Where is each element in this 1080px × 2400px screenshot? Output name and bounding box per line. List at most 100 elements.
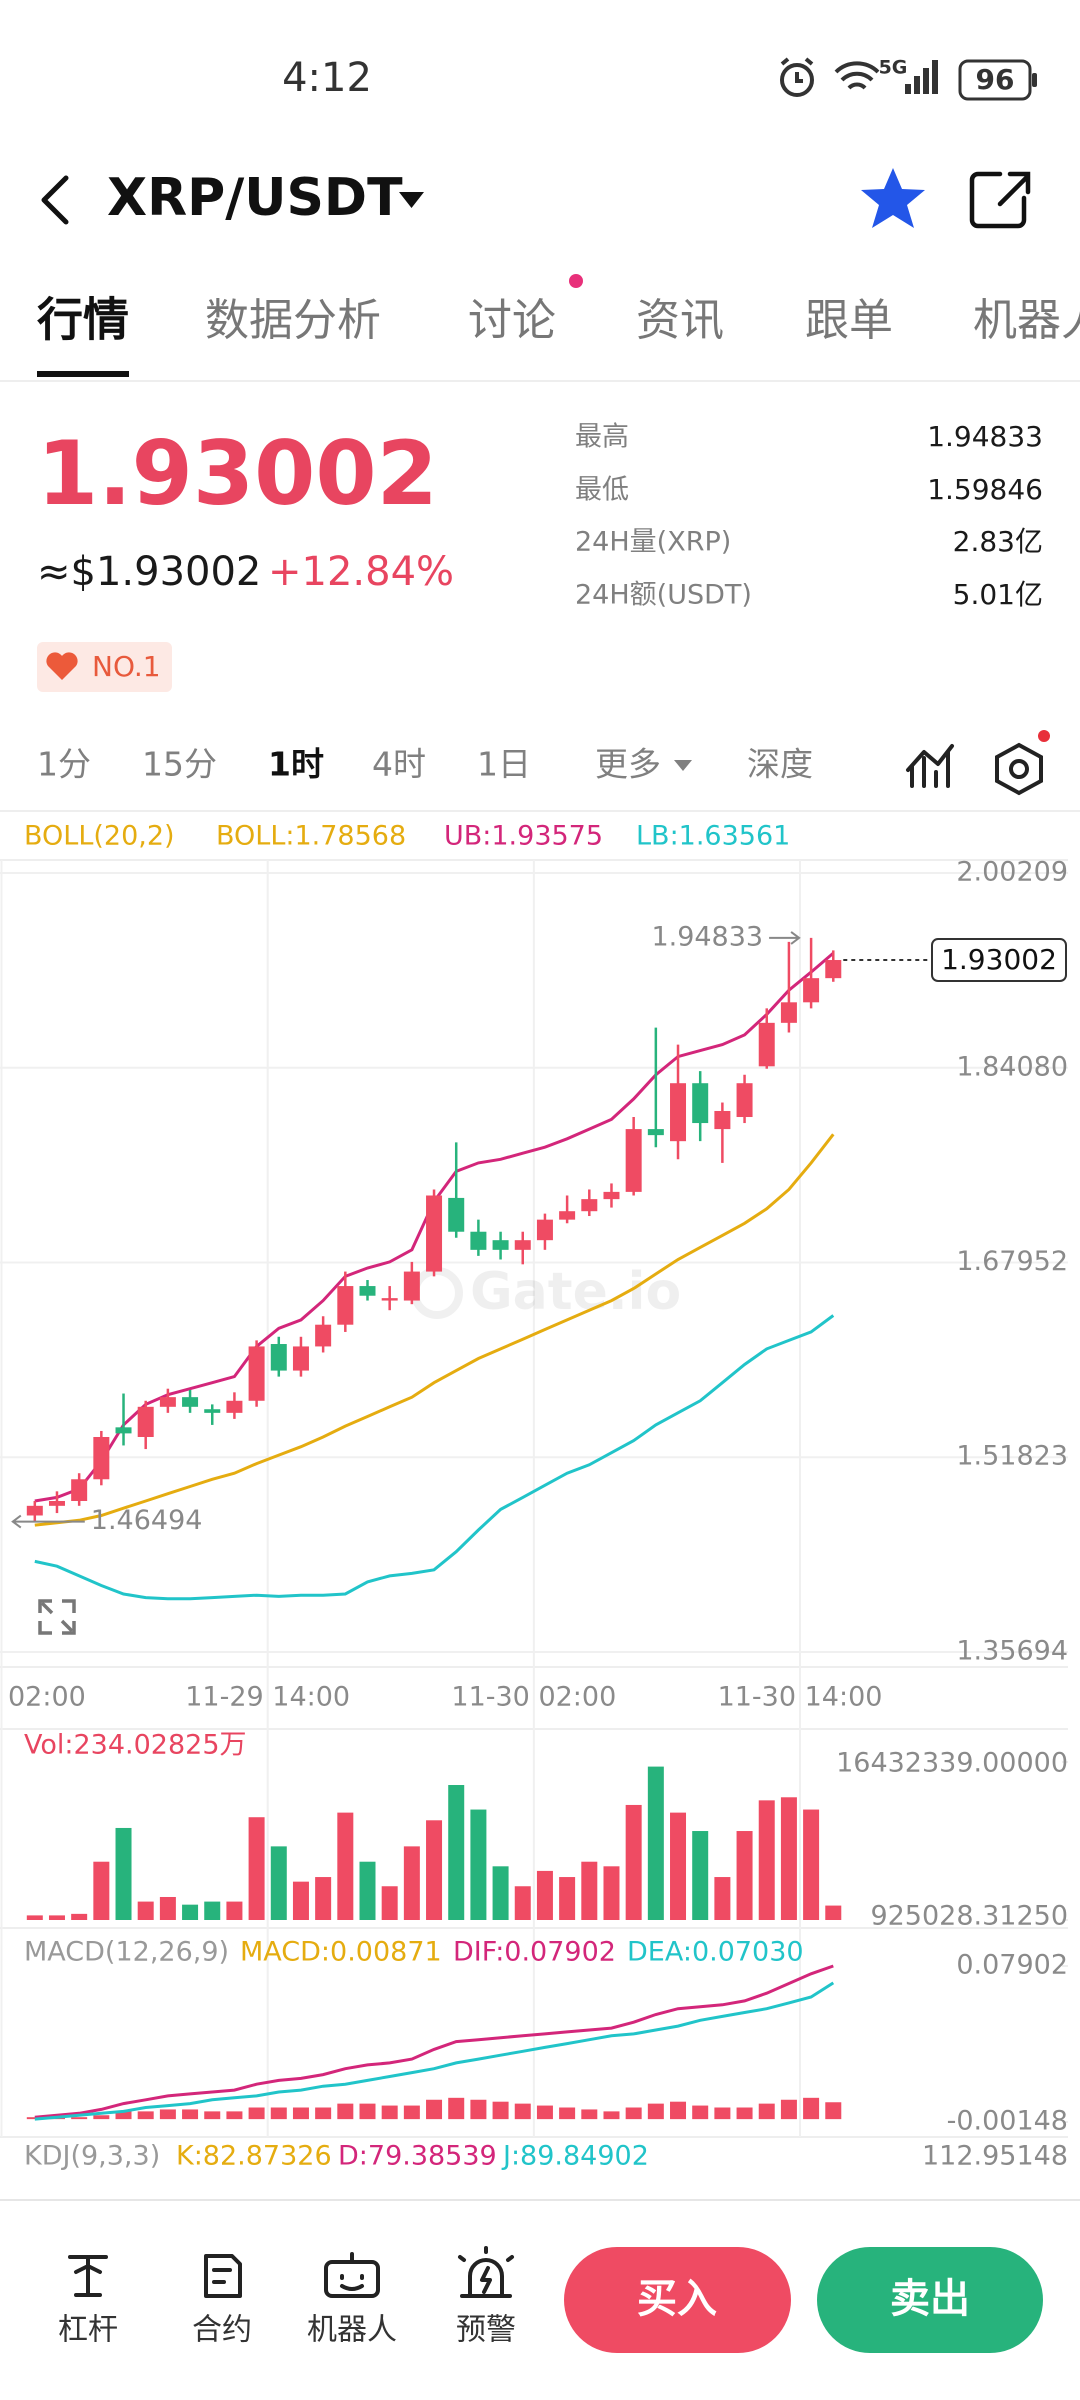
rank-label: NO.1 (92, 650, 161, 683)
price-change: +12.84% (268, 549, 454, 595)
volume-bar (647, 1766, 664, 1920)
stat-value: 1.59846 (927, 473, 1043, 506)
settings-badge (1038, 730, 1050, 742)
sell-label[interactable]: 卖出 (890, 2276, 970, 2322)
candle-body (182, 1397, 199, 1407)
volume-bar (48, 1915, 65, 1920)
candle-body (403, 1271, 420, 1301)
buy-label[interactable]: 买入 (637, 2276, 717, 2322)
battery-level: 96 (976, 63, 1015, 96)
macd-bar (780, 2099, 797, 2120)
pair-dropdown[interactable] (399, 192, 424, 208)
tab-active[interactable]: 行情 (37, 293, 129, 347)
legend-entry: MACD:0.00871 (240, 1937, 442, 1968)
tab[interactable]: 资讯 (636, 295, 724, 346)
tab[interactable]: 讨论 (468, 295, 556, 346)
macd-bar (670, 2101, 687, 2120)
macd-bar (359, 2103, 376, 2120)
candle-body (803, 978, 820, 1003)
macd-bar (559, 2107, 576, 2120)
macd-bar (803, 2097, 820, 2120)
candle-body (825, 960, 842, 979)
candle-body (670, 1083, 687, 1142)
macd-bar (71, 2117, 88, 2120)
more-caret (674, 760, 692, 771)
sell-button[interactable] (817, 2247, 1043, 2353)
share-button[interactable] (969, 171, 1031, 229)
interval[interactable]: 1分 (37, 745, 91, 784)
tab-underline (37, 371, 129, 377)
legend-entry: LB:1.63561 (636, 821, 790, 852)
volume-bar (292, 1881, 309, 1920)
battery (958, 59, 1032, 101)
boll-line (34, 1133, 835, 1527)
candle-body (736, 1083, 753, 1118)
candle-body (758, 1022, 775, 1067)
pair-title[interactable]: XRP/USDT (107, 168, 403, 228)
interval[interactable]: 1日 (477, 745, 531, 784)
candle-body (470, 1231, 487, 1250)
volume-bar (692, 1831, 709, 1920)
candle-body (625, 1129, 642, 1192)
nav-icon-futures (204, 2254, 242, 2298)
volume-bar (403, 1846, 420, 1920)
interval-more[interactable]: 更多 (595, 745, 661, 784)
volume-bar (93, 1861, 110, 1920)
legend-entry: BOLL:1.78568 (216, 821, 406, 852)
macd-bar (736, 2107, 753, 2120)
x-tick-label: 11-29 14:00 (185, 1682, 350, 1713)
nav-label[interactable]: 杠杆 (58, 2313, 118, 2348)
last-price: 1.93002 (37, 422, 438, 525)
buy-button[interactable] (564, 2247, 791, 2353)
tab[interactable]: 数据分析 (205, 295, 381, 346)
macd-bar (492, 2101, 509, 2120)
interval-depth[interactable]: 深度 (747, 745, 813, 784)
nav-label[interactable]: 机器人 (307, 2313, 397, 2348)
volume-bar (559, 1877, 576, 1920)
macd-bar (248, 2107, 265, 2120)
candle-body (359, 1286, 376, 1296)
interval[interactable]: 15分 (142, 745, 217, 784)
candle-body (514, 1240, 531, 1250)
macd-bar (625, 2107, 642, 2120)
macd-bar (270, 2107, 287, 2120)
volume-bar (182, 1904, 199, 1920)
expand-button[interactable] (38, 1599, 76, 1635)
interval[interactable]: 4时 (372, 745, 426, 784)
y-tick-label: 925028.31250 (870, 1901, 1068, 1932)
macd-line (34, 1981, 835, 2121)
indicator-button[interactable] (906, 744, 954, 788)
volume-bar (381, 1886, 398, 1920)
volume-bar (26, 1915, 43, 1920)
volume-bar (448, 1785, 465, 1920)
nav-label[interactable]: 预警 (456, 2313, 516, 2348)
interval-active[interactable]: 1时 (268, 745, 324, 784)
candle-body (714, 1110, 731, 1130)
macd-bar (403, 2105, 420, 2120)
y-tick-label: -0.00148 (947, 2106, 1068, 2137)
high-arrow (769, 931, 801, 945)
back-button[interactable] (41, 175, 69, 225)
panel-title: MACD(12,26,9) (24, 1937, 229, 1968)
status-icons (780, 57, 880, 97)
tab[interactable]: 机器人 (973, 295, 1080, 346)
macd-bar (514, 2103, 531, 2120)
watermark: Gate.io (470, 1262, 681, 1322)
candle-body (315, 1324, 332, 1347)
candle-body (492, 1240, 509, 1250)
tab[interactable]: 跟单 (805, 295, 893, 346)
nav-label[interactable]: 合约 (192, 2313, 252, 2348)
legend-entry: J:89.84902 (501, 2141, 649, 2172)
volume-bar (780, 1797, 797, 1920)
candle-body (137, 1406, 154, 1437)
macd-line (34, 1964, 834, 2119)
volume-bar (137, 1901, 154, 1920)
favorite-star[interactable] (861, 168, 925, 228)
settings-button[interactable] (995, 742, 1043, 796)
volume-bar (359, 1861, 376, 1920)
candle-body (581, 1199, 598, 1212)
stat-label: 最低 (575, 475, 629, 506)
macd-bar (470, 2099, 487, 2120)
volume-bar (603, 1866, 620, 1920)
candle-body (93, 1436, 110, 1480)
